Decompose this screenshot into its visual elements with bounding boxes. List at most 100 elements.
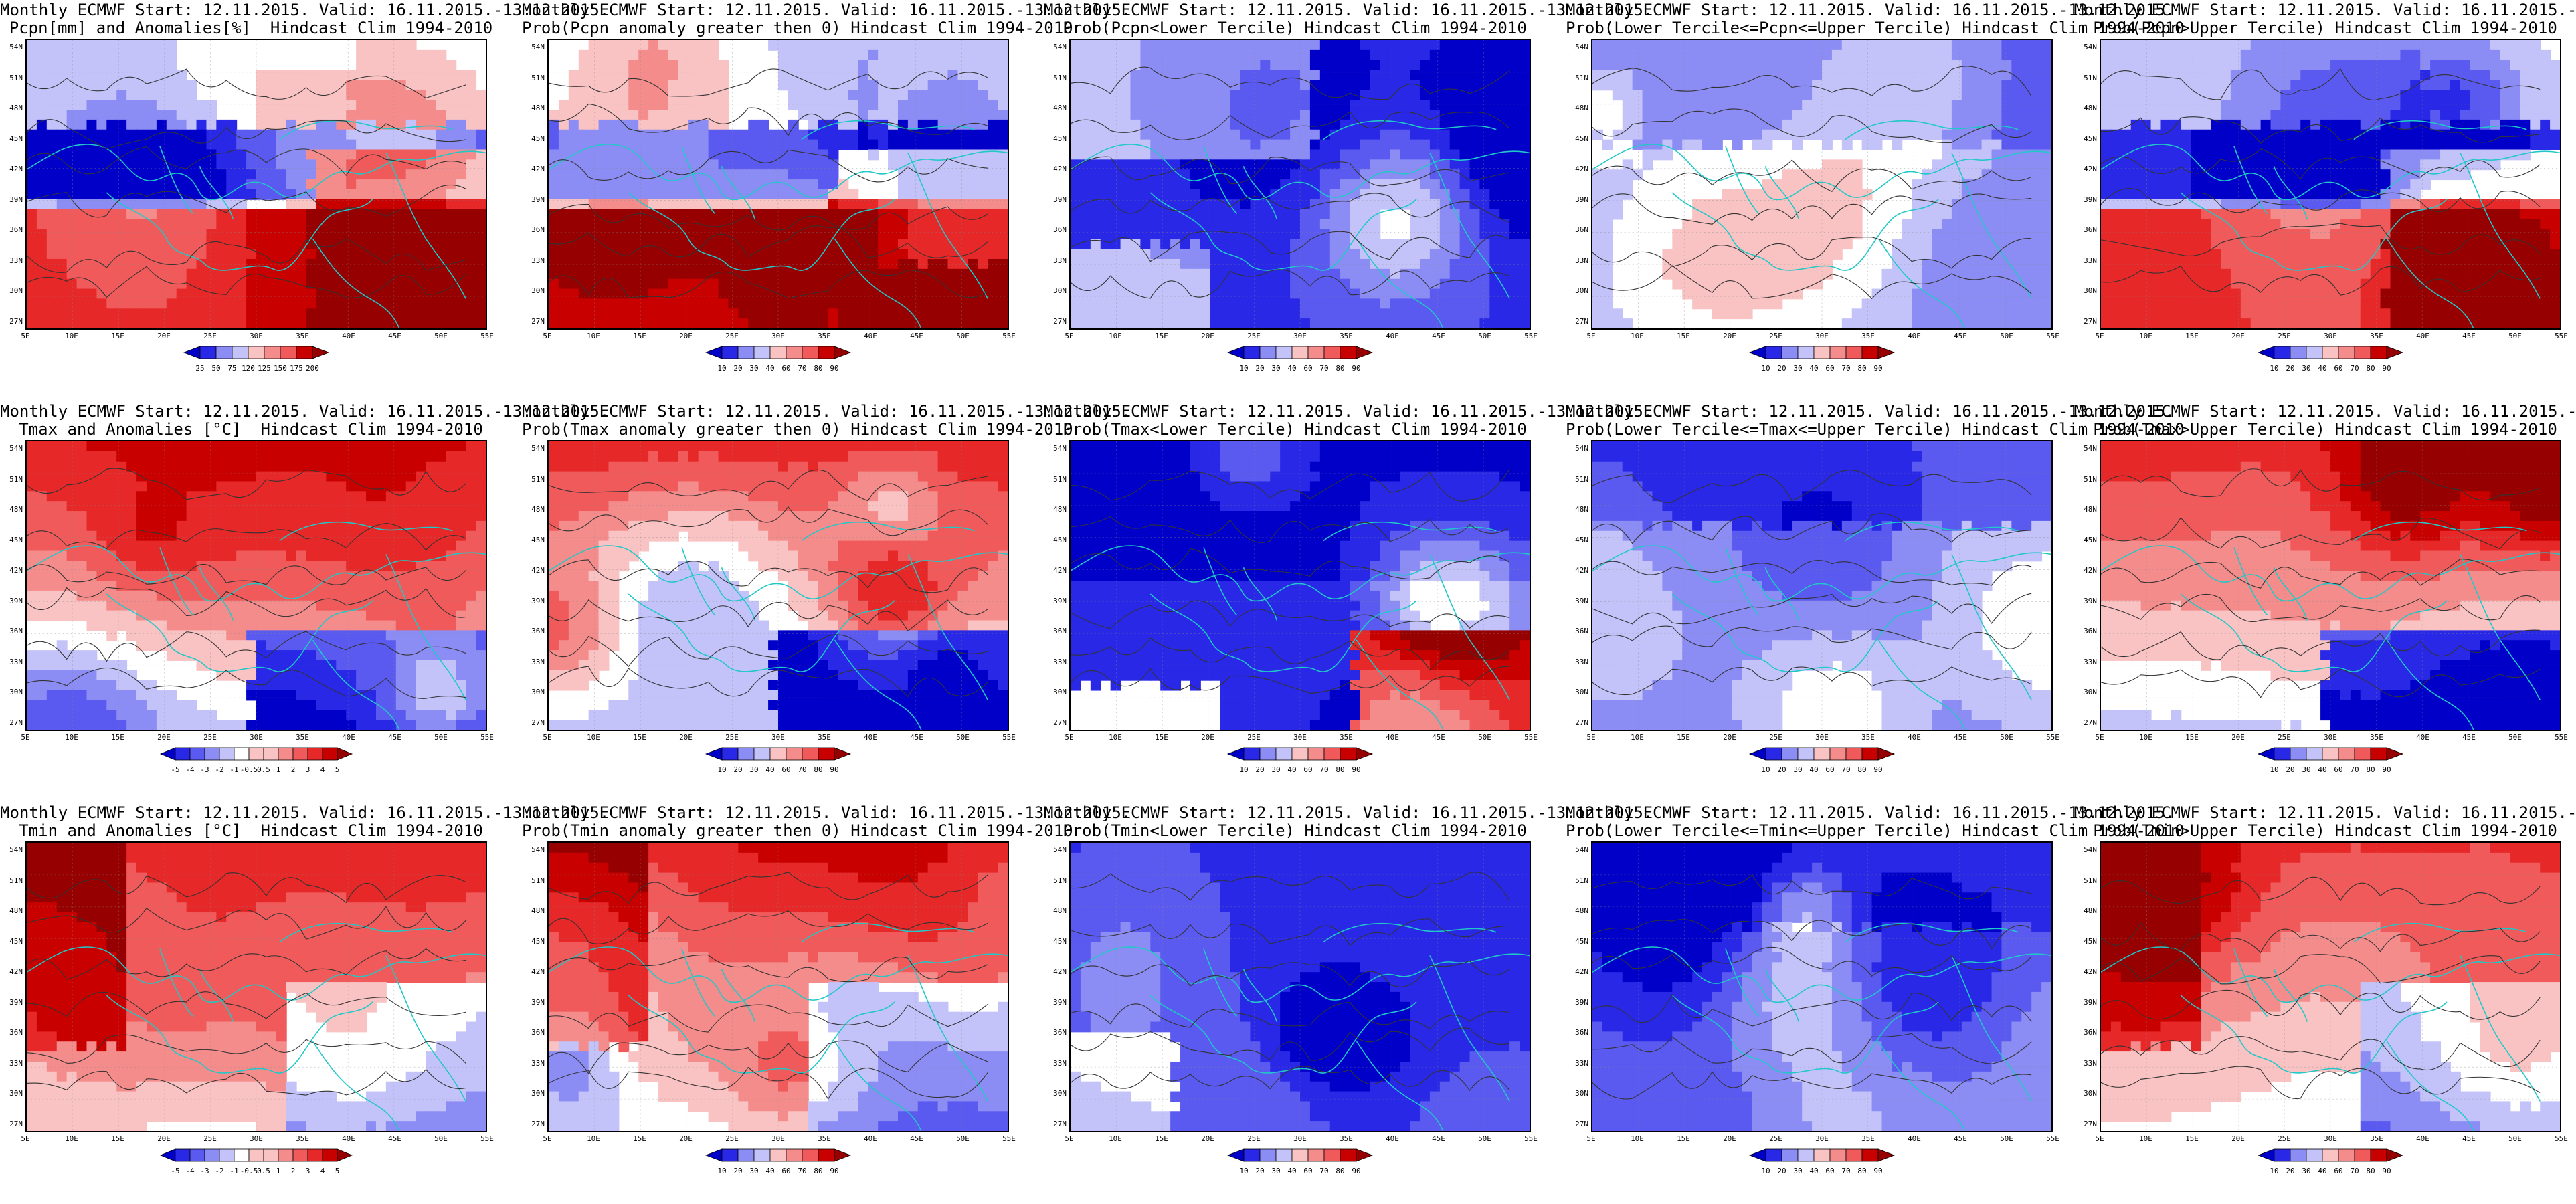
longitude-label: 15E bbox=[2185, 733, 2199, 742]
longitude-label: 10E bbox=[587, 1134, 600, 1143]
panel-title-line1: Monthly ECMWF Start: 12.11.2015. Valid: … bbox=[2074, 1, 2576, 19]
colorbar-segment bbox=[2257, 747, 2275, 761]
forecast-map bbox=[25, 39, 487, 330]
colorbar-segment bbox=[834, 1148, 852, 1162]
longitude-label: 50E bbox=[434, 1134, 448, 1143]
latitude-label: 27N bbox=[9, 718, 23, 727]
longitude-label: 5E bbox=[1065, 332, 1074, 340]
colorbar-label: 80 bbox=[1336, 364, 1345, 373]
colorbar-label: 10 bbox=[1239, 364, 1249, 373]
colorbar-label: 90 bbox=[2382, 1167, 2391, 1175]
longitude-label: 35E bbox=[1340, 332, 1353, 340]
colorbar-label: 20 bbox=[2286, 1167, 2295, 1175]
latitude-label: 39N bbox=[1575, 195, 1588, 204]
field-shading bbox=[27, 40, 486, 328]
colorbar-segment bbox=[1291, 1148, 1309, 1162]
colorbar-label: 2 bbox=[290, 765, 296, 774]
colorbar-label: 10 bbox=[1239, 765, 1249, 774]
longitude-label: 20E bbox=[1723, 332, 1736, 340]
colorbar bbox=[1748, 346, 1896, 360]
longitude-label: 35E bbox=[2370, 332, 2383, 340]
latitude-label: 27N bbox=[1053, 1119, 1067, 1128]
longitude-label: 25E bbox=[1247, 733, 1261, 742]
longitude-label: 35E bbox=[1861, 1134, 1875, 1143]
forecast-map bbox=[1069, 440, 1531, 731]
colorbar-label: 20 bbox=[1777, 765, 1786, 774]
colorbar-segment bbox=[1748, 747, 1766, 761]
latitude-label: 48N bbox=[531, 505, 545, 514]
colorbar-label: 125 bbox=[258, 364, 271, 373]
colorbar-label: 20 bbox=[1255, 364, 1265, 373]
colorbar-label: 70 bbox=[2350, 364, 2359, 373]
longitude-label: 35E bbox=[296, 733, 309, 742]
longitude-label: 50E bbox=[956, 1134, 970, 1143]
latitude-label: 33N bbox=[531, 1058, 545, 1068]
panel-title-line2: Tmax and Anomalies [°C] Hindcast Clim 19… bbox=[19, 420, 483, 439]
colorbar-label: 30 bbox=[1793, 765, 1803, 774]
colorbar-label: -0.5 bbox=[240, 765, 258, 774]
panel-title-line1: Monthly ECMWF Start: 12.11.2015. Valid: … bbox=[522, 803, 1131, 822]
colorbar-segment bbox=[1356, 747, 1374, 761]
longitude-label: 10E bbox=[1109, 332, 1122, 340]
latitude-label: 30N bbox=[531, 286, 545, 295]
colorbar-label: 60 bbox=[2334, 364, 2343, 373]
colorbar-label: 90 bbox=[1873, 1167, 1883, 1175]
colorbar-segment bbox=[2306, 346, 2323, 359]
field-shading bbox=[549, 441, 1008, 730]
panel-title-line2: Prob(Pcpn<Lower Tercile) Hindcast Clim 1… bbox=[1063, 19, 1527, 37]
longitude-label: 5E bbox=[1065, 1134, 1074, 1143]
colorbar-segment bbox=[322, 1148, 338, 1162]
colorbar-segment bbox=[1307, 747, 1325, 761]
colorbar-segment bbox=[219, 747, 235, 761]
colorbar-segment bbox=[1243, 346, 1261, 359]
colorbar bbox=[705, 747, 852, 761]
latitude-label: 45N bbox=[2084, 936, 2097, 946]
colorbar-label: 60 bbox=[1825, 765, 1835, 774]
colorbar-segment bbox=[737, 747, 755, 761]
colorbar-label: 20 bbox=[733, 1167, 743, 1175]
latitude-label: 39N bbox=[531, 997, 545, 1007]
longitude-label: 15E bbox=[111, 332, 124, 340]
latitude-label: 27N bbox=[1053, 718, 1067, 727]
latitude-label: 45N bbox=[1053, 936, 1067, 946]
map-panel: Monthly ECMWF Start: 12.11.2015. Valid: … bbox=[0, 401, 609, 803]
longitude-label: 50E bbox=[2508, 733, 2522, 742]
latitude-label: 51N bbox=[9, 474, 23, 484]
colorbar-label: 150 bbox=[274, 364, 287, 373]
latitude-label: 45N bbox=[9, 134, 23, 143]
longitude-label: 35E bbox=[818, 332, 831, 340]
colorbar-segment bbox=[2290, 747, 2307, 761]
colorbar-label: 40 bbox=[2318, 765, 2327, 774]
latitude-label: 30N bbox=[1053, 688, 1067, 696]
colorbar-segment bbox=[159, 747, 176, 761]
latitude-label: 36N bbox=[1053, 225, 1067, 234]
colorbar-label: 80 bbox=[814, 765, 823, 774]
colorbar-label: 60 bbox=[781, 765, 791, 774]
colorbar-segment bbox=[2290, 1148, 2307, 1162]
latitude-label: 45N bbox=[531, 535, 545, 544]
colorbar-label: 80 bbox=[1857, 364, 1867, 373]
colorbar-segment bbox=[818, 1148, 835, 1162]
latitude-label: 33N bbox=[2084, 1058, 2097, 1068]
colorbar-label: 60 bbox=[1825, 1167, 1835, 1175]
latitude-label: 36N bbox=[531, 225, 545, 234]
colorbar-segment bbox=[2338, 747, 2355, 761]
longitude-label: 25E bbox=[1769, 733, 1782, 742]
latitude-label: 54N bbox=[2084, 43, 2097, 52]
longitude-label: 25E bbox=[2278, 1134, 2291, 1143]
colorbar-segment bbox=[1275, 1148, 1293, 1162]
colorbar-segment bbox=[307, 747, 323, 761]
latitude-label: 30N bbox=[9, 1089, 23, 1098]
panel-title-line2: Prob(Tmax>Upper Tercile) Hindcast Clim 1… bbox=[2093, 420, 2557, 439]
field-shading bbox=[1071, 441, 1530, 730]
latitude-label: 36N bbox=[2084, 225, 2097, 234]
longitude-label: 15E bbox=[1677, 733, 1690, 742]
colorbar-segment bbox=[280, 346, 297, 359]
colorbar-segment bbox=[337, 1148, 353, 1162]
longitude-label: 40E bbox=[1386, 332, 1399, 340]
latitude-label: 54N bbox=[531, 444, 545, 453]
latitude-label: 33N bbox=[531, 256, 545, 265]
panel-title-line2: Prob(Tmax<Lower Tercile) Hindcast Clim 1… bbox=[1063, 420, 1527, 439]
longitude-label: 35E bbox=[2370, 733, 2383, 742]
colorbar-segment bbox=[1226, 747, 1245, 761]
